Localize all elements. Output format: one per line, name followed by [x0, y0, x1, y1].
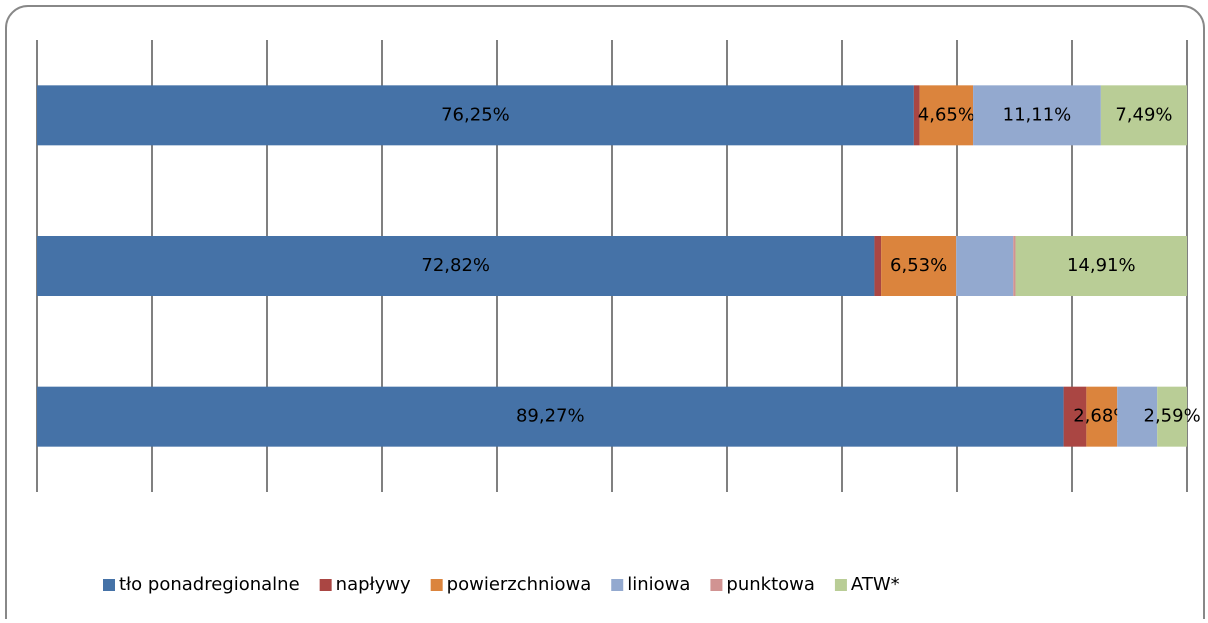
- bar-segment: [1015, 236, 1187, 296]
- bar-segment: [956, 236, 1014, 296]
- bar-segment: [1100, 85, 1187, 146]
- bar-segment: [1117, 386, 1158, 447]
- legend-swatch: [710, 579, 723, 591]
- legend-label: punktowa: [726, 574, 815, 595]
- data-label: 89,27%: [516, 406, 585, 427]
- bar-segment: [874, 236, 882, 296]
- bar-segment: [1063, 386, 1087, 447]
- legend-swatch: [319, 579, 332, 591]
- bar-segment: [1086, 386, 1118, 447]
- data-label: 76,25%: [441, 104, 510, 125]
- data-label: 2,59%: [1144, 406, 1201, 427]
- chart-frame: [5, 5, 1205, 623]
- bar-segment: [37, 386, 1064, 447]
- legend-swatch: [430, 579, 443, 591]
- bar-segment: [881, 236, 957, 296]
- legend-label: liniowa: [627, 574, 690, 595]
- data-label: 14,91%: [1067, 255, 1136, 276]
- bar-segment: [37, 236, 875, 296]
- data-label: 4,65%: [918, 104, 975, 125]
- data-label: 7,49%: [1115, 104, 1172, 125]
- legend-label: powierzchniowa: [447, 574, 592, 595]
- bar-segment: [913, 85, 920, 146]
- data-label: 6,53%: [890, 255, 947, 276]
- bar-segment: [37, 85, 914, 146]
- data-label: 2,68%: [1073, 406, 1130, 427]
- data-label: 72,82%: [421, 255, 490, 276]
- legend-swatch: [834, 579, 847, 591]
- legend-label: ATW*: [851, 574, 900, 595]
- bar-segment: [1157, 386, 1187, 447]
- bar-segment: [1013, 236, 1016, 296]
- legend-label: tło ponadregionalne: [119, 574, 300, 595]
- bar-segment: [973, 85, 1101, 146]
- legend-label: napływy: [336, 574, 411, 595]
- legend-swatch: [103, 579, 115, 591]
- bar-segment: [919, 85, 974, 146]
- data-label: 11,11%: [1003, 104, 1072, 125]
- legend-swatch: [611, 579, 624, 591]
